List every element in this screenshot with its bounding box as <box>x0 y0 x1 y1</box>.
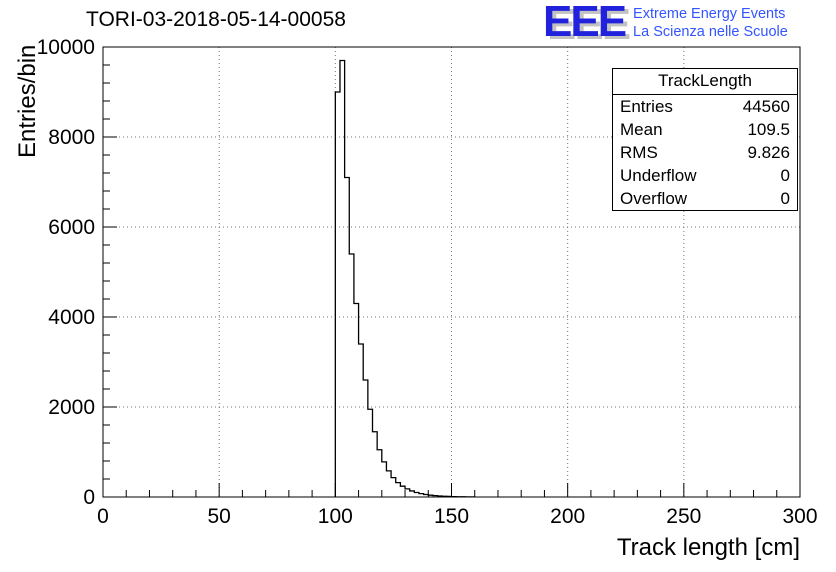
x-tick-label: 200 <box>550 505 585 528</box>
stats-box: TrackLength Entries 44560 Mean 109.5 RMS 9.82… <box>612 68 798 211</box>
eee-logo-line1: Extreme Energy Events <box>633 6 786 22</box>
stats-label: Underflow <box>620 166 697 185</box>
stats-row: Entries 44560 <box>613 95 797 118</box>
stats-value: 0 <box>780 166 790 185</box>
stats-value: 0 <box>780 189 790 208</box>
y-axis-label: Entries/bin <box>14 44 41 158</box>
y-tick-label: 4000 <box>48 306 95 329</box>
x-tick-label: 0 <box>97 505 109 528</box>
x-tick-label: 300 <box>782 505 817 528</box>
eee-logo-subtitle: Extreme Energy Events La Scienza nelle S… <box>633 5 788 41</box>
stats-label: Entries <box>620 97 673 116</box>
histogram-line <box>334 59 476 498</box>
plot-title: TORI-03-2018-05-14-00058 <box>86 8 346 31</box>
stats-label: Mean <box>620 120 663 139</box>
x-tick-label: 150 <box>434 505 469 528</box>
y-tick-label: 2000 <box>48 396 95 419</box>
y-tick-label: 8000 <box>48 126 95 149</box>
eee-logo-text: EEE <box>543 0 627 46</box>
stats-row: Underflow 0 <box>613 164 797 187</box>
x-axis-label: Track length [cm] <box>616 534 800 561</box>
stats-value: 9.826 <box>747 143 790 162</box>
stats-row: Overflow 0 <box>613 187 797 210</box>
stats-value: 109.5 <box>747 120 790 139</box>
stats-box-rows: Entries 44560 Mean 109.5 RMS 9.826 Underflow 0 O… <box>613 95 797 210</box>
stats-row: RMS 9.826 <box>613 141 797 164</box>
eee-logo-line2: La Scienza nelle Scuole <box>633 24 788 40</box>
x-tick-label: 100 <box>318 505 353 528</box>
stats-label: Overflow <box>620 189 688 208</box>
y-tick-label: 0 <box>83 486 95 509</box>
stats-box-title: TrackLength <box>613 69 797 95</box>
y-tick-label: 6000 <box>48 216 95 239</box>
x-tick-label: 50 <box>207 505 230 528</box>
stats-value: 44560 <box>742 97 790 116</box>
y-tick-label: 10000 <box>37 36 95 59</box>
x-tick-label: 250 <box>666 505 701 528</box>
stats-label: RMS <box>620 143 658 162</box>
eee-logo: EEE Extreme Energy Events La Scienza nel… <box>543 0 788 44</box>
stats-row: Mean 109.5 <box>613 118 797 141</box>
